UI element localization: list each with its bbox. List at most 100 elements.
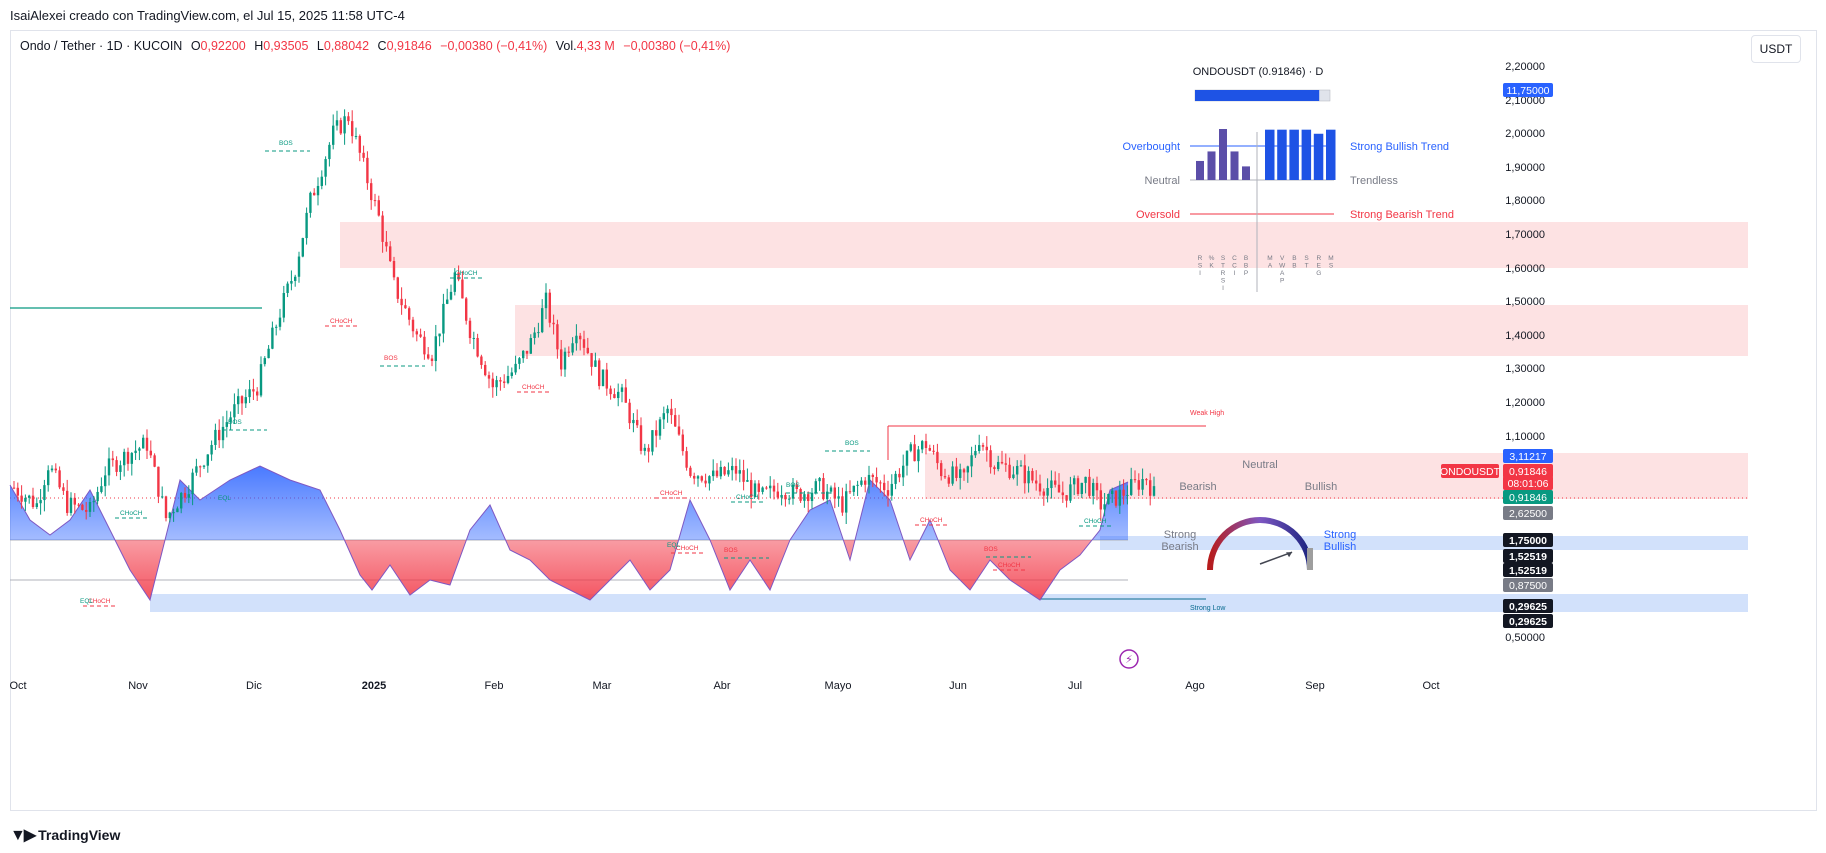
- candle-body: [681, 434, 684, 452]
- volume-label: Vol.: [555, 39, 577, 53]
- candle-body: [149, 450, 152, 456]
- candle-body: [1092, 482, 1095, 496]
- candle: [913, 434, 916, 462]
- candle-body: [799, 489, 802, 501]
- candle-body: [864, 480, 867, 485]
- candle-body: [449, 291, 453, 300]
- change-value: −0,00380 (−0,41%): [440, 39, 548, 53]
- candle-body: [1114, 490, 1118, 506]
- candle: [1061, 481, 1064, 503]
- price-badge-text: 2,62500: [1509, 508, 1547, 520]
- gauge-label-strong-bullish-1: Strong: [1324, 529, 1356, 541]
- candle-body: [1042, 491, 1045, 496]
- candle: [1069, 476, 1072, 503]
- candle: [506, 365, 510, 385]
- candle: [936, 443, 939, 470]
- candle: [662, 406, 665, 429]
- candle-body: [985, 446, 988, 451]
- x-axis-tick: Mar: [593, 680, 612, 692]
- candle: [1141, 468, 1144, 496]
- candle-body: [814, 481, 817, 493]
- candle-body: [666, 408, 669, 414]
- candle: [632, 413, 635, 433]
- candle: [753, 480, 757, 498]
- trend-bar-label: S: [1329, 263, 1334, 270]
- candle-body: [1080, 482, 1083, 495]
- candle: [833, 482, 836, 509]
- candle-body: [886, 490, 890, 496]
- candle: [487, 371, 491, 389]
- candle-body: [818, 478, 821, 482]
- price-badge: 0,29625: [1503, 599, 1553, 613]
- candle-body: [354, 136, 358, 138]
- candle-body: [119, 465, 122, 472]
- candle-body: [685, 451, 688, 468]
- candle: [20, 485, 23, 509]
- candle: [993, 465, 996, 475]
- candle-body: [411, 319, 415, 332]
- candle-body: [932, 450, 935, 452]
- candle: [772, 479, 776, 500]
- candle: [601, 369, 605, 387]
- candle: [1099, 483, 1102, 522]
- candle: [655, 420, 658, 448]
- price-badge: 0,87500: [1503, 578, 1553, 592]
- candle: [719, 460, 722, 480]
- candle-body: [518, 358, 521, 364]
- symbol-name[interactable]: Ondo / Tether · 1D · KUCOIN: [20, 39, 183, 53]
- candle: [77, 503, 80, 508]
- y-axis-tick: 1,50000: [1505, 296, 1545, 308]
- candle: [1012, 466, 1015, 480]
- candle: [263, 356, 266, 367]
- candle: [791, 477, 795, 505]
- currency-button[interactable]: USDT: [1751, 35, 1801, 63]
- trend-bar-label: V: [1280, 255, 1285, 262]
- candle-body: [202, 465, 206, 467]
- candle-body: [427, 354, 430, 359]
- oscillator-bar-label: T: [1221, 263, 1225, 270]
- candle: [161, 486, 164, 499]
- x-axis-tick: Jul: [1068, 680, 1082, 692]
- candle-body: [647, 447, 650, 452]
- candle: [1133, 470, 1137, 483]
- candle-body: [468, 320, 472, 339]
- trend-bar-label: S: [1304, 255, 1309, 262]
- candle-body: [499, 380, 502, 382]
- candle: [1023, 454, 1026, 494]
- candle-body: [753, 483, 757, 497]
- candle-body: [1065, 495, 1068, 501]
- candle: [522, 350, 525, 363]
- candle-body: [1046, 488, 1049, 496]
- candle: [871, 473, 874, 488]
- candle-body: [696, 476, 700, 479]
- bos-label: BOS: [786, 482, 800, 489]
- candle: [1118, 480, 1121, 514]
- trend-bar: [1265, 129, 1275, 180]
- candle-body: [1008, 464, 1011, 479]
- y-axis-tick: 1,10000: [1505, 431, 1545, 443]
- candle: [271, 321, 274, 350]
- candle-body: [590, 353, 593, 367]
- candle-body: [537, 332, 540, 334]
- candle: [392, 256, 396, 281]
- tradingview-logo[interactable]: ▼▶ TradingView: [10, 825, 120, 845]
- price-badge: 08:01:06: [1503, 476, 1553, 490]
- candle-body: [85, 509, 88, 512]
- candle-body: [491, 378, 494, 388]
- candle-body: [883, 482, 886, 491]
- y-axis-tick: 1,90000: [1505, 162, 1545, 174]
- candle: [731, 457, 734, 481]
- x-axis-tick: Nov: [128, 680, 148, 692]
- x-axis-tick: Feb: [485, 680, 504, 692]
- candle: [339, 117, 342, 135]
- candle: [518, 356, 521, 370]
- candle-body: [662, 413, 665, 420]
- price-badge-text: 3,11217: [1509, 451, 1546, 463]
- candle: [974, 444, 977, 458]
- candle: [446, 288, 449, 305]
- candle-body: [997, 461, 1000, 470]
- candle-body: [229, 417, 232, 423]
- candle: [149, 440, 152, 459]
- candle-body: [761, 487, 764, 492]
